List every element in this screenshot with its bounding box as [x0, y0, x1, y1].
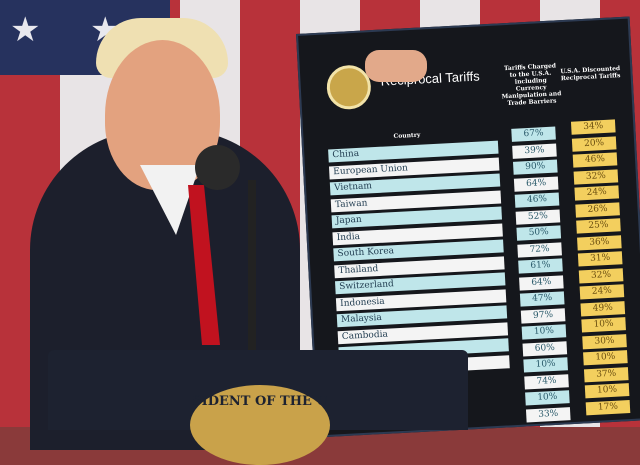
charged-cell: 10%: [523, 357, 568, 373]
charged-header: Tariffs Charged to the U.S.A. including …: [501, 62, 562, 108]
discounted-cell: 10%: [581, 317, 626, 333]
discounted-cell: 26%: [575, 201, 620, 218]
charged-cell: 10%: [521, 324, 567, 340]
charged-cell: 50%: [516, 225, 562, 241]
discounted-cell: 34%: [570, 119, 616, 135]
discounted-header: U.S.A. Discounted Reciprocal Tariffs: [560, 65, 621, 83]
charged-cell: 61%: [518, 258, 563, 274]
discounted-cell: 25%: [576, 218, 621, 234]
charged-cell: 33%: [525, 406, 571, 422]
discounted-cell: 10%: [584, 383, 630, 399]
star-icon: ★: [10, 10, 41, 50]
charged-cell: 47%: [519, 291, 565, 307]
charged-cell: 52%: [515, 208, 561, 225]
charged-cell: 72%: [517, 241, 562, 258]
discounted-cell: 31%: [577, 251, 623, 267]
discounted-cell: 32%: [578, 267, 624, 284]
charged-cell: 39%: [512, 143, 557, 159]
hand: [365, 50, 427, 82]
discounted-cell: 46%: [572, 152, 618, 168]
charged-cell: 90%: [512, 159, 558, 175]
charged-cell: 10%: [525, 390, 570, 406]
charged-cell: 60%: [522, 340, 568, 357]
charged-cell: 64%: [513, 175, 559, 192]
charged-cell: 97%: [520, 307, 566, 324]
discounted-cell: 30%: [582, 333, 627, 349]
charged-cell: 74%: [524, 373, 569, 390]
discounted-cell: 20%: [571, 135, 617, 152]
country-header: Country: [393, 131, 421, 141]
discounted-cell: 24%: [574, 185, 620, 201]
discounted-cell: 32%: [573, 168, 619, 185]
charged-cell: 64%: [519, 274, 564, 291]
microphone: [195, 145, 240, 190]
discounted-cell: 10%: [583, 350, 628, 366]
charged-cell: 67%: [511, 126, 556, 142]
podium-seal: SIDENT OF THE U: [190, 385, 330, 465]
discounted-cell: 17%: [585, 399, 631, 415]
microphone-stand: [248, 180, 256, 350]
discounted-cell: 24%: [579, 284, 625, 300]
charged-cell: 46%: [514, 192, 560, 208]
discounted-cell: 36%: [577, 234, 622, 251]
discounted-cell: 37%: [583, 366, 629, 382]
discounted-cell: 49%: [580, 300, 626, 316]
